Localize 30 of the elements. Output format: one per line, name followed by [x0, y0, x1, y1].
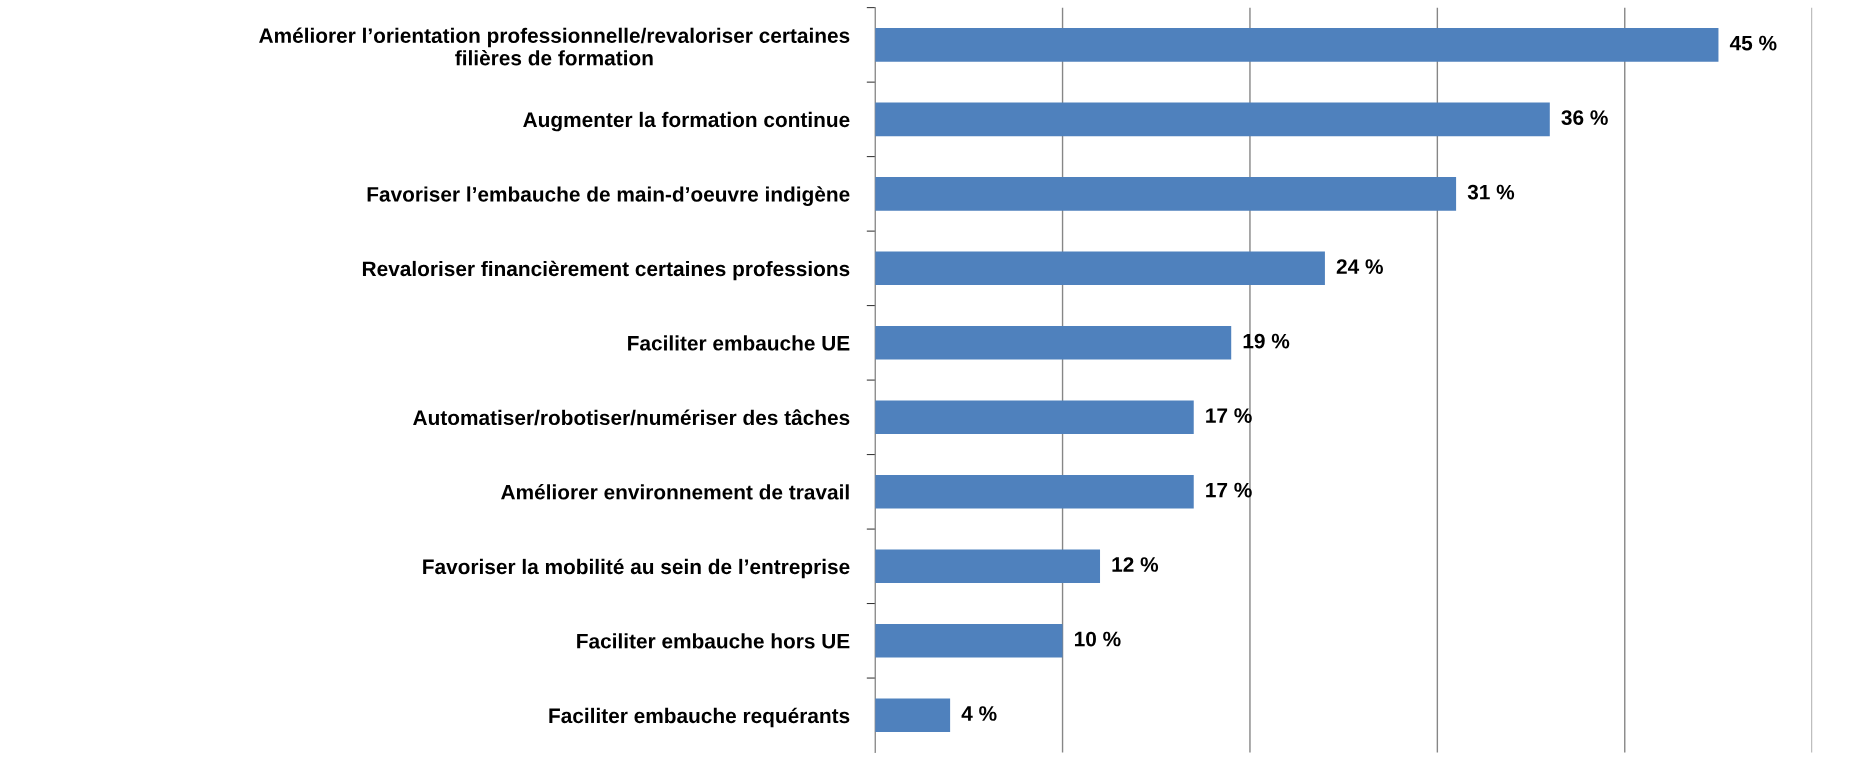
- y-tick-label: Favoriser la mobilité au sein de l’entreprise: [423, 558, 850, 579]
- y-tick-label: Faciliter embauche requérants: [549, 707, 850, 728]
- bar: [875, 326, 1232, 360]
- y-tick-label: Augmenter la formation continue: [523, 111, 850, 132]
- data-label: 45 %: [1729, 35, 1777, 51]
- bar: [875, 28, 1719, 62]
- data-label: 12 %: [1112, 557, 1159, 572]
- y-tick-label: Automatiser/robotiser/numériser des tâches: [413, 409, 850, 426]
- bar: [875, 698, 951, 733]
- bar: [875, 475, 1194, 509]
- y-tick-label: Favoriser l’embauche de main-d’oeuvre indigène: [367, 186, 850, 206]
- bar: [875, 177, 1457, 211]
- bar: [875, 251, 1325, 286]
- y-tick-label: Améliorer l’orientation professionnelle/revaloriser certaines filières de formation: [259, 27, 850, 66]
- y-tick-label: Faciliter embauche UE: [628, 335, 850, 351]
- data-label: 17 %: [1206, 408, 1252, 423]
- y-tick-label: Faciliter embauche hors UE: [577, 633, 850, 649]
- bar: [875, 400, 1194, 435]
- data-label: 17 %: [1206, 482, 1252, 498]
- bar: [875, 549, 1101, 584]
- data-label: 19 %: [1243, 333, 1290, 349]
- bar: [875, 624, 1063, 658]
- data-label: 24 %: [1336, 259, 1383, 274]
- data-label: 31 %: [1467, 184, 1515, 200]
- data-label: 36 %: [1561, 110, 1608, 125]
- data-label: 10 %: [1074, 631, 1121, 647]
- y-tick-label: Revaloriser financièrement certaines professions: [362, 260, 850, 281]
- bar: [875, 102, 1550, 137]
- y-tick-label: Améliorer environnement de travail: [501, 484, 849, 500]
- data-label: 4 %: [961, 706, 997, 721]
